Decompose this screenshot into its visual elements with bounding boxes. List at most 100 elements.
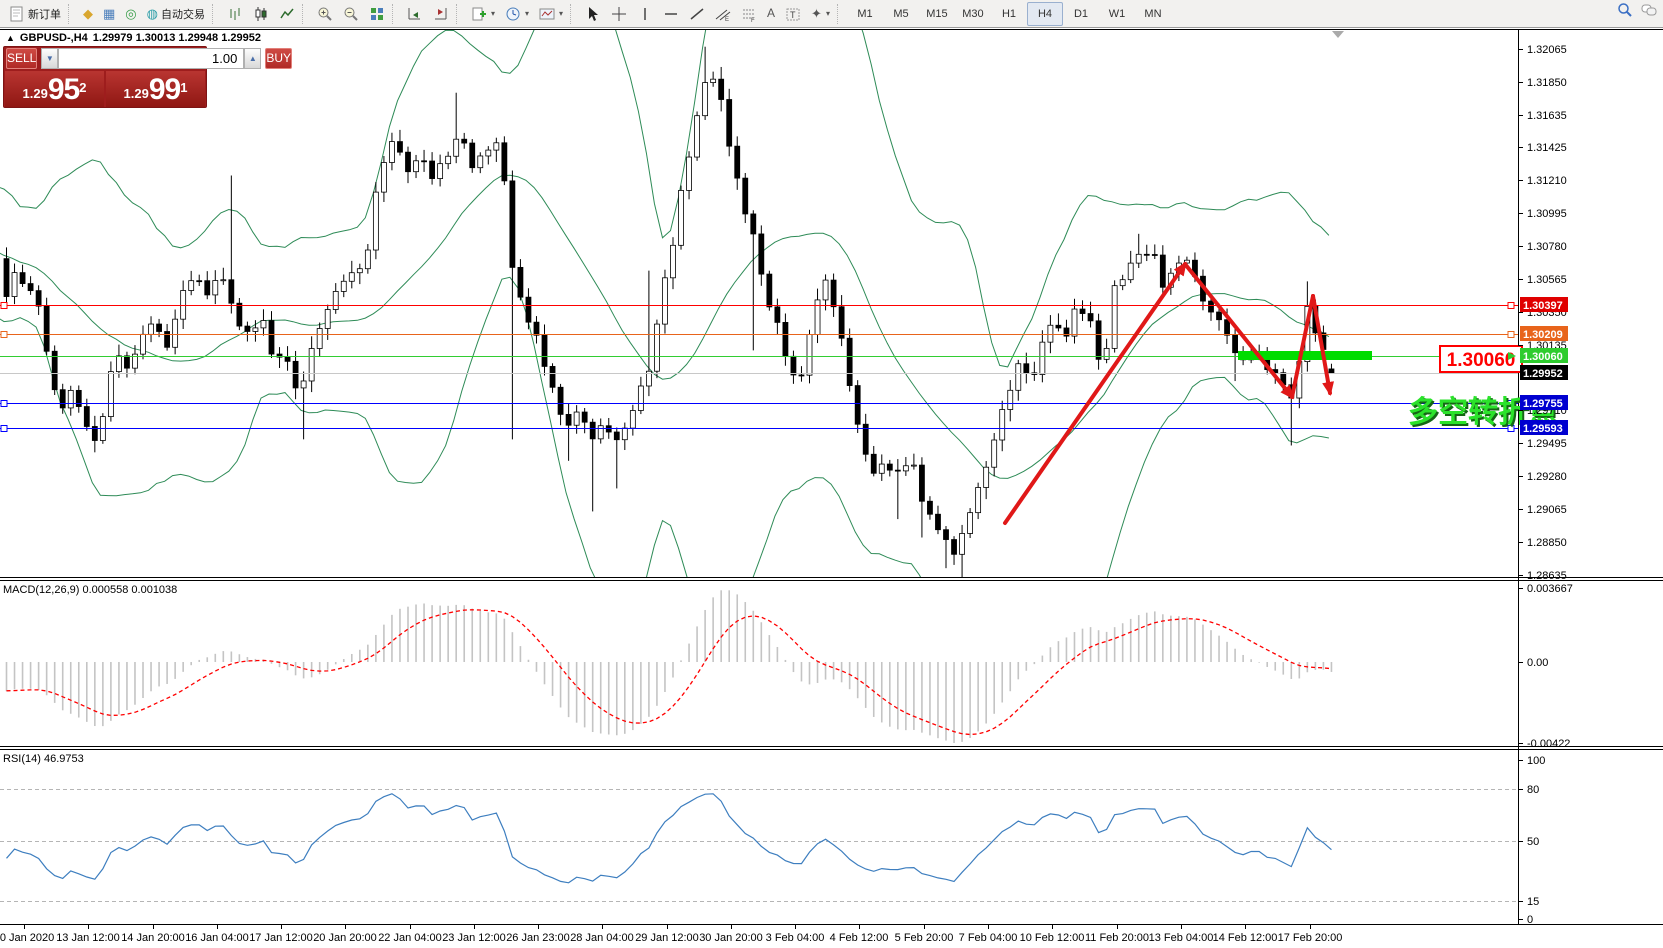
hline-tool[interactable]: [658, 2, 684, 26]
auto-scroll-button[interactable]: [428, 2, 454, 26]
bull-candle: [662, 277, 668, 325]
sell-button[interactable]: SELL: [6, 48, 38, 69]
channel-tool[interactable]: E: [710, 2, 736, 26]
macd-label: MACD(12,26,9) 0.000558 0.001038: [3, 584, 177, 596]
autotrading-button[interactable]: ◍ 自动交易: [142, 2, 210, 26]
green-line-axis-marker: [1508, 352, 1516, 360]
new-order-button[interactable]: 新订单: [4, 2, 66, 26]
bear-candle: [27, 283, 34, 292]
timeframe-h1[interactable]: H1: [1001, 7, 1016, 20]
timeframe-m15[interactable]: M15: [926, 7, 948, 20]
svg-text:10 Jan 2020: 10 Jan 2020: [0, 932, 54, 944]
market-watch-button[interactable]: ◆: [78, 2, 98, 26]
trendline-icon: [689, 6, 705, 22]
vline-tool[interactable]: [632, 2, 658, 26]
bull-candle: [340, 280, 347, 292]
price-badge-1.29755: 1.29755: [1520, 395, 1568, 410]
bull-candle: [1103, 347, 1110, 360]
arrows-tool[interactable]: ✦ ▾: [806, 2, 835, 26]
bear-candle: [758, 233, 765, 275]
chart-window[interactable]: 1.30060 多空转折点 多空转折点 1.32065 1.31850 1.31635 1.…: [0, 29, 1663, 948]
timeframe-h4[interactable]: H4: [1026, 1, 1063, 26]
timeframe-m30[interactable]: M30: [962, 7, 984, 20]
bar-chart-button[interactable]: [222, 2, 248, 26]
bull-candle: [252, 327, 259, 332]
navigator-button[interactable]: ◎: [120, 2, 141, 26]
bear-candle: [83, 406, 90, 427]
indicators-button[interactable]: ▾: [466, 2, 500, 26]
sell-price-box[interactable]: 1.29 95 2: [5, 71, 104, 107]
bull-candle: [629, 410, 636, 429]
bull-candle: [172, 318, 179, 348]
timeframe-m1[interactable]: M1: [857, 7, 873, 20]
bull-candle: [1111, 285, 1118, 349]
svg-text:17 Jan 12:00: 17 Jan 12:00: [249, 932, 313, 944]
trend-arrow: [1003, 261, 1187, 525]
bear-candle: [894, 469, 901, 472]
bull-candle: [300, 380, 307, 389]
svg-text:7 Feb 04:00: 7 Feb 04:00: [959, 932, 1018, 944]
globe-icon: ◍: [146, 6, 158, 21]
svg-text:14 Jan 20:00: 14 Jan 20:00: [121, 932, 185, 944]
bear-candle: [846, 337, 853, 386]
zoom-in-button[interactable]: [312, 2, 338, 26]
volume-input[interactable]: [58, 48, 245, 69]
timeframe-m5[interactable]: M5: [893, 7, 909, 20]
svg-text:1.30209: 1.30209: [1523, 329, 1563, 341]
bull-candle: [356, 268, 363, 274]
bear-candle: [742, 177, 749, 215]
data-window-button[interactable]: ▦: [98, 2, 120, 26]
main-price-pane: [0, 30, 1335, 577]
bear-candle: [790, 355, 797, 376]
zoom-in-icon: [317, 6, 333, 22]
price-badge-1.30209: 1.30209: [1520, 326, 1568, 341]
crosshair-tool[interactable]: [606, 2, 632, 26]
periods-button[interactable]: ▾: [500, 2, 534, 26]
chart-title: ▲ GBPUSD-,H4 1.29979 1.30013 1.29948 1.2…: [6, 32, 261, 44]
text-tool[interactable]: A: [762, 2, 780, 26]
fibonacci-icon: F: [741, 6, 757, 24]
bull-candle: [670, 244, 676, 279]
tile-windows-button[interactable]: [364, 2, 390, 26]
candlestick-button[interactable]: [248, 2, 274, 26]
bull-candle: [991, 439, 998, 468]
collapse-toggle-icon[interactable]: ▲: [6, 33, 15, 43]
bear-candle: [565, 413, 572, 426]
bear-candle: [244, 325, 251, 332]
bear-candle: [19, 272, 26, 284]
bear-candle: [429, 160, 435, 179]
svg-text:-0.00422: -0.00422: [1527, 738, 1570, 750]
fibonacci-tool[interactable]: F: [736, 2, 762, 26]
bull-candle: [220, 279, 227, 282]
volume-increase-button[interactable]: ▲: [244, 48, 262, 69]
bull-candle: [389, 141, 395, 163]
bull-candle: [116, 355, 122, 373]
timeframe-d1[interactable]: D1: [1073, 7, 1088, 20]
svg-text:4 Feb 12:00: 4 Feb 12:00: [830, 932, 889, 944]
templates-button[interactable]: ▾: [534, 2, 568, 26]
chart-shift-button[interactable]: [402, 2, 428, 26]
price-chart[interactable]: 1.30060多空转折点多空转折点1.320651.318501.316351.…: [0, 29, 1663, 948]
trendline-tool[interactable]: [684, 2, 710, 26]
svg-text:80: 80: [1527, 784, 1539, 796]
cursor-tool[interactable]: [580, 2, 606, 26]
bull-candle: [822, 279, 829, 301]
volume-decrease-button[interactable]: ▼: [41, 48, 59, 69]
price-badge-1.29952: 1.29952: [1520, 365, 1568, 380]
zoom-out-icon: [343, 6, 359, 22]
indicators-add-icon: [471, 6, 487, 22]
buy-price-box[interactable]: 1.29 99 1: [106, 71, 205, 107]
text-label-tool[interactable]: T: [780, 2, 806, 26]
svg-text:13 Feb 04:00: 13 Feb 04:00: [1149, 932, 1214, 944]
timeframe-mn[interactable]: MN: [1144, 7, 1162, 20]
line-chart-button[interactable]: [274, 2, 300, 26]
zoom-out-button[interactable]: [338, 2, 364, 26]
search-icon[interactable]: [1617, 2, 1633, 18]
buy-button[interactable]: BUY: [265, 48, 293, 69]
bull-candle: [348, 272, 355, 282]
timeframe-w1[interactable]: W1: [1108, 7, 1126, 20]
crosshair-icon: [611, 6, 627, 22]
chat-icon[interactable]: [1641, 2, 1657, 18]
